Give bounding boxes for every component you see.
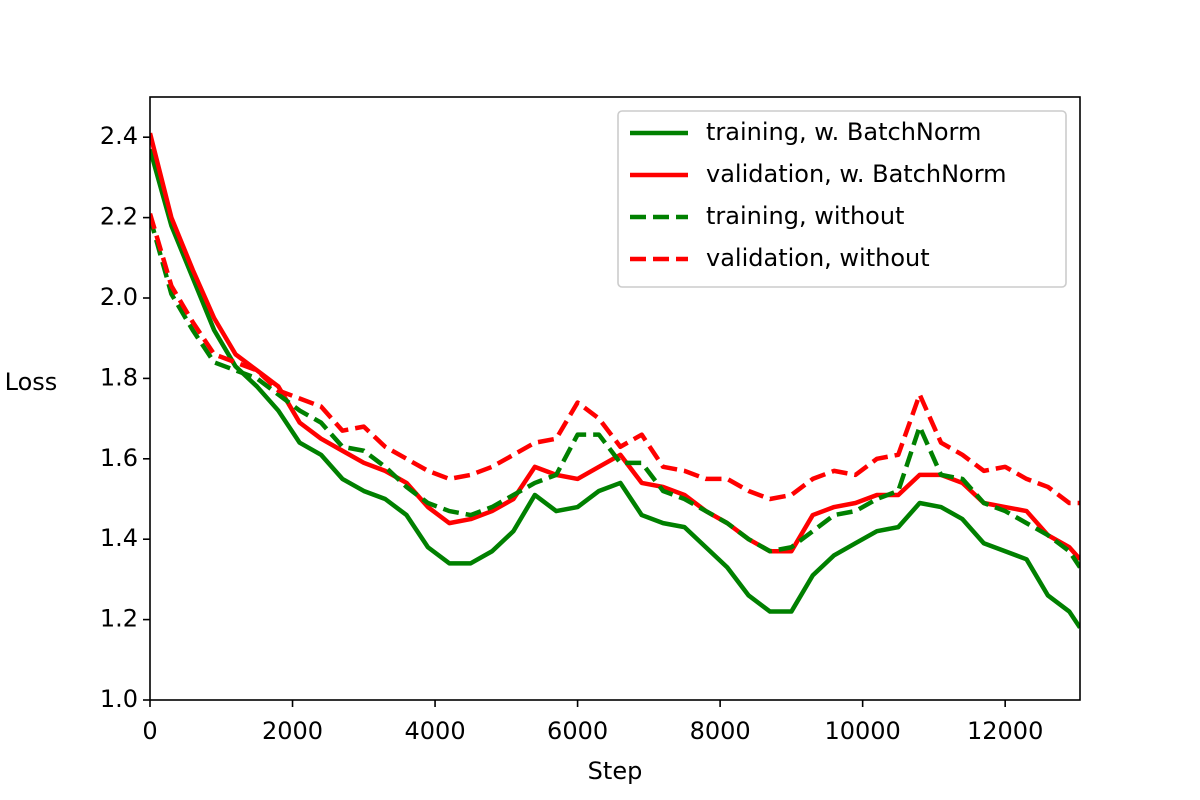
legend-box [617, 110, 1067, 288]
y-tick-label: 2.0 [100, 283, 138, 311]
x-tick-label: 8000 [690, 717, 751, 745]
x-tick-label: 0 [142, 717, 157, 745]
x-tick-label: 4000 [405, 717, 466, 745]
x-tick-label: 6000 [547, 717, 608, 745]
x-tick-label: 12000 [967, 717, 1043, 745]
y-tick-label: 1.6 [100, 444, 138, 472]
legend-label: training, w. BatchNorm [706, 118, 981, 146]
x-axis-label: Step [588, 757, 643, 785]
legend-label: training, without [706, 202, 904, 230]
line-series [150, 148, 1080, 629]
line-series [150, 212, 1080, 506]
y-tick-label: 1.2 [100, 605, 138, 633]
y-tick-label: 1.4 [100, 524, 138, 552]
y-tick-label: 1.8 [100, 363, 138, 391]
y-tick-label: 1.0 [100, 685, 138, 713]
y-tick-label: 2.4 [100, 122, 138, 150]
line-series [150, 216, 1080, 569]
y-axis-label: Loss [5, 368, 58, 396]
line-series [150, 132, 1080, 561]
x-tick-label: 10000 [824, 717, 900, 745]
y-tick-label: 2.2 [100, 203, 138, 231]
x-tick-label: 2000 [262, 717, 323, 745]
plot-frame [149, 96, 1081, 701]
legend-label: validation, without [706, 244, 930, 272]
legend-label: validation, w. BatchNorm [706, 160, 1007, 188]
